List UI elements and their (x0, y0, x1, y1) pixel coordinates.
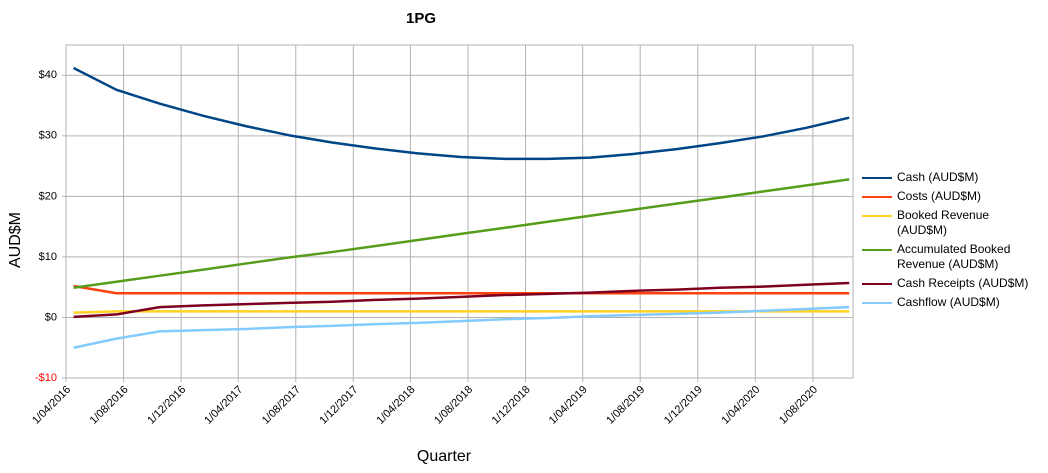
y-tick-label: $20 (39, 190, 57, 202)
legend-label: Costs (AUD$M) (897, 189, 982, 203)
legend: Cash (AUD$M) Costs (AUD$M) Booked Revenue … (862, 170, 1042, 314)
series-line (73, 281, 850, 319)
legend-label: Cash Receipts (AUD$M) (897, 276, 1029, 290)
x-tick-label: 1/04/2019 (547, 384, 590, 427)
series-line (73, 305, 850, 349)
x-tick-label: 1/04/2020 (719, 384, 762, 427)
x-tick-label: 1/04/2016 (30, 384, 73, 427)
plot-area (65, 44, 854, 379)
legend-label: Cashflow (AUD$M) (897, 295, 1000, 309)
legend-swatch (862, 215, 892, 217)
legend-entry: Cash Receipts (AUD$M) (862, 276, 1042, 291)
x-tick-label: 1/08/2017 (260, 384, 303, 427)
legend-entry: Booked Revenue (AUD$M) (862, 208, 1042, 238)
legend-swatch (862, 177, 892, 179)
legend-entry: Cash (AUD$M) (862, 170, 1042, 185)
x-tick-label: 1/04/2017 (202, 384, 245, 427)
y-axis-label: AUD$M (7, 212, 24, 268)
x-tick-label: 1/08/2020 (777, 384, 820, 427)
y-tick-label: $0 (45, 311, 57, 323)
legend-swatch (862, 196, 892, 198)
x-tick-label: 1/08/2018 (432, 384, 475, 427)
x-tick-label: 1/12/2018 (490, 384, 533, 427)
chart-title: 1PG (406, 10, 436, 27)
legend-swatch (862, 283, 892, 285)
x-axis-label: Quarter (417, 448, 472, 465)
legend-entry: Cashflow (AUD$M) (862, 295, 1042, 310)
series-line (73, 178, 850, 290)
x-tick-label: 1/08/2019 (604, 384, 647, 427)
x-tick-label: 1/12/2016 (145, 384, 188, 427)
legend-label: Accumulated Booked Revenue (AUD$M) (897, 242, 1011, 271)
legend-swatch (862, 249, 892, 251)
legend-label: Booked Revenue (AUD$M) (897, 208, 990, 237)
series-line (73, 284, 850, 295)
legend-entry: Accumulated Booked Revenue (AUD$M) (862, 242, 1042, 272)
series-line (72, 66, 850, 161)
y-tick-label: $40 (39, 69, 57, 81)
legend-label: Cash (AUD$M) (897, 170, 979, 184)
x-tick-label: 1/08/2016 (88, 384, 131, 427)
x-tick-label: 1/04/2018 (375, 384, 418, 427)
x-tick-label: 1/12/2019 (662, 384, 705, 427)
x-tick-label: 1/12/2017 (317, 384, 360, 427)
legend-swatch (862, 302, 892, 304)
y-tick-label: $30 (39, 130, 57, 142)
legend-entry: Costs (AUD$M) (862, 189, 1042, 204)
y-tick-label: -$10 (35, 372, 57, 384)
y-tick-label: $10 (39, 251, 57, 263)
